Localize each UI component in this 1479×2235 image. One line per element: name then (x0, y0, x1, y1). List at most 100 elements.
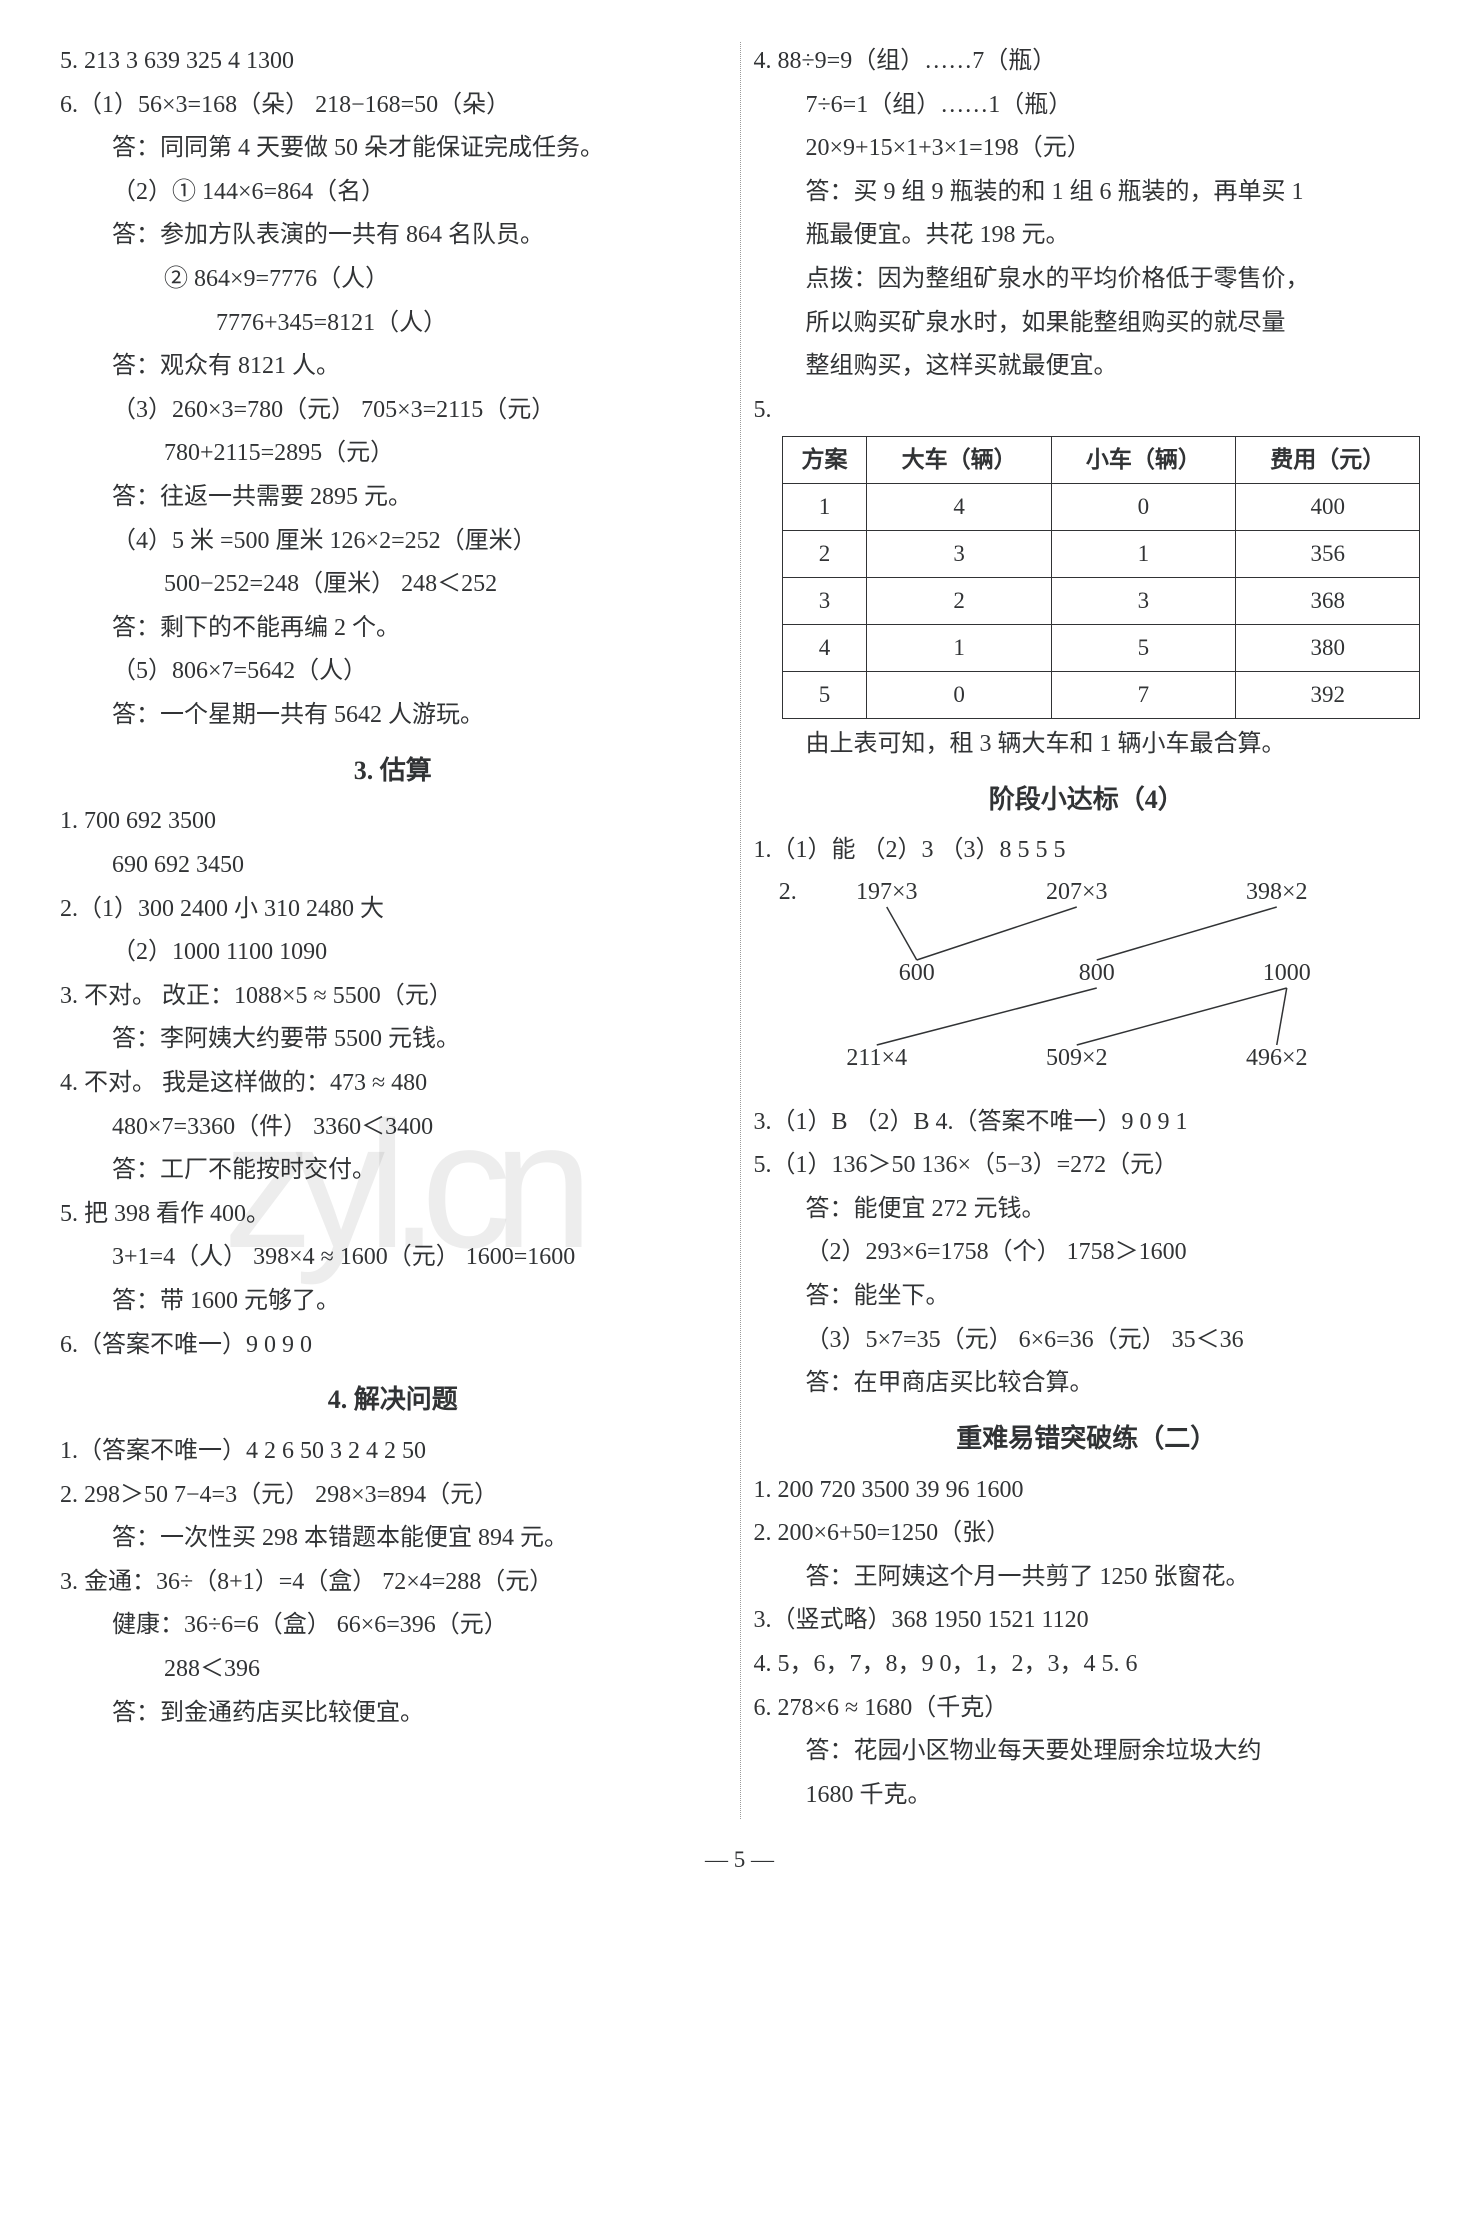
answer-line: 1.（答案不唯一）4 2 6 50 3 2 4 2 50 (60, 1432, 726, 1472)
table-header: 大车（辆） (867, 437, 1051, 484)
answer-line: （2）1000 1100 1090 (60, 933, 726, 973)
answer-line: 2.（1）300 2400 小 310 2480 大 (60, 890, 726, 930)
answer-line: 点拨：因为整组矿泉水的平均价格低于零售价， (754, 260, 1420, 300)
answer-line: 答：往返一共需要 2895 元。 (60, 478, 726, 518)
svg-text:496×2: 496×2 (1245, 1045, 1307, 1071)
table-cell: 368 (1236, 578, 1420, 625)
answer-line: 500−252=248（厘米） 248＜252 (60, 565, 726, 605)
right-column: 4. 88÷9=9（组）……7（瓶） 7÷6=1（组）……1（瓶） 20×9+1… (754, 42, 1420, 1819)
plan-table: 方案大车（辆）小车（辆）费用（元） 1404002313563233684153… (782, 436, 1421, 719)
answer-line: 3+1=4（人） 398×4 ≈ 1600（元） 1600=1600 (60, 1238, 726, 1278)
answer-line: 5. 把 398 看作 400。 (60, 1195, 726, 1235)
table-cell: 1 (867, 625, 1051, 672)
answer-line: （5）806×7=5642（人） (60, 652, 726, 692)
answer-line: （3）5×7=35（元） 6×6=36（元） 35＜36 (754, 1321, 1420, 1361)
page-number: — 5 — (60, 1841, 1419, 1879)
table-cell: 2 (782, 531, 867, 578)
table-cell: 4 (782, 625, 867, 672)
answer-line: 答：同同第 4 天要做 50 朵才能保证完成任务。 (60, 129, 726, 169)
table-label: 5. (754, 391, 1420, 431)
table-cell: 356 (1236, 531, 1420, 578)
answer-line: 3.（竖式略）368 1950 1521 1120 (754, 1601, 1420, 1641)
answer-line: 1680 千克。 (754, 1776, 1420, 1816)
answer-line: 4. 不对。 我是这样做的：473 ≈ 480 (60, 1064, 726, 1104)
table-cell: 1 (1051, 531, 1235, 578)
answer-line: 3. 不对。 改正：1088×5 ≈ 5500（元） (60, 977, 726, 1017)
answer-line: 2. 200×6+50=1250（张） (754, 1514, 1420, 1554)
table-header: 方案 (782, 437, 867, 484)
table-cell: 392 (1236, 672, 1420, 719)
answer-line: 20×9+15×1+3×1=198（元） (754, 129, 1420, 169)
table-cell: 0 (867, 672, 1051, 719)
section-heading-hard: 重难易错突破练（二） (754, 1418, 1420, 1461)
answer-line: 答：工厂不能按时交付。 (60, 1151, 726, 1191)
answer-line: 480×7=3360（件） 3360＜3400 (60, 1108, 726, 1148)
left-column: 5. 213 3 639 325 4 1300 6.（1）56×3=168（朵）… (60, 42, 726, 1819)
answer-line: 答：带 1600 元够了。 (60, 1282, 726, 1322)
answer-line: （2）293×6=1758（个） 1758＞1600 (754, 1233, 1420, 1273)
answer-line: 1. 700 692 3500 (60, 802, 726, 842)
table-cell: 3 (1051, 578, 1235, 625)
answer-line: 4. 88÷9=9（组）……7（瓶） (754, 42, 1420, 82)
answer-line: 健康：36÷6=6（盒） 66×6=396（元） (60, 1606, 726, 1646)
answer-line: 所以购买矿泉水时，如果能整组购买的就尽量 (754, 304, 1420, 344)
svg-text:211×4: 211×4 (846, 1045, 907, 1071)
answer-line: 4. 5，6，7，8，9 0，1，2，3，4 5. 6 (754, 1645, 1420, 1685)
answer-line: 答：在甲商店买比较合算。 (754, 1364, 1420, 1404)
answer-line: 答：到金通药店买比较便宜。 (60, 1694, 726, 1734)
answer-line: 答：花园小区物业每天要处理厨余垃圾大约 (754, 1732, 1420, 1772)
answer-line: 6. 278×6 ≈ 1680（千克） (754, 1689, 1420, 1729)
table-cell: 1 (782, 484, 867, 531)
section-heading-stage: 阶段小达标（4） (754, 779, 1420, 822)
table-cell: 3 (782, 578, 867, 625)
svg-text:509×2: 509×2 (1045, 1045, 1107, 1071)
answer-line: （2）① 144×6=864（名） (60, 173, 726, 213)
table-row: 231356 (782, 531, 1420, 578)
answer-line: 答：王阿姨这个月一共剪了 1250 张窗花。 (754, 1558, 1420, 1598)
answer-line: 1.（1）能 （2）3 （3）8 5 5 5 (754, 831, 1420, 871)
section-heading-estimate: 3. 估算 (60, 750, 726, 793)
svg-text:398×2: 398×2 (1245, 879, 1307, 905)
svg-text:600: 600 (898, 960, 934, 986)
table-row: 507392 (782, 672, 1420, 719)
answer-line: 1. 200 720 3500 39 96 1600 (754, 1471, 1420, 1511)
answer-line: 由上表可知，租 3 辆大车和 1 辆小车最合算。 (754, 725, 1420, 765)
answer-line: 答：能坐下。 (754, 1277, 1420, 1317)
answer-line: （4）5 米 =500 厘米 126×2=252（厘米） (60, 522, 726, 562)
table-cell: 3 (867, 531, 1051, 578)
table-cell: 380 (1236, 625, 1420, 672)
answer-line: 3. 金通：36÷（8+1）=4（盒） 72×4=288（元） (60, 1563, 726, 1603)
answer-line: 答：剩下的不能再编 2 个。 (60, 609, 726, 649)
table-row: 415380 (782, 625, 1420, 672)
page-number-value: 5 (734, 1847, 746, 1872)
table-row: 140400 (782, 484, 1420, 531)
answer-line: 答：一个星期一共有 5642 人游玩。 (60, 696, 726, 736)
answer-line: 瓶最便宜。共花 198 元。 (754, 216, 1420, 256)
answer-line: 5. 213 3 639 325 4 1300 (60, 42, 726, 82)
table-cell: 5 (1051, 625, 1235, 672)
answer-line: 5.（1）136＞50 136×（5−3）=272（元） (754, 1146, 1420, 1186)
answer-line: 答：参加方队表演的一共有 864 名队员。 (60, 216, 726, 256)
svg-text:1000: 1000 (1262, 960, 1310, 986)
svg-text:207×3: 207×3 (1045, 879, 1107, 905)
table-cell: 0 (1051, 484, 1235, 531)
answer-line: 7÷6=1（组）……1（瓶） (754, 86, 1420, 126)
answer-line: 6.（1）56×3=168（朵） 218−168=50（朵） (60, 86, 726, 126)
table-row: 323368 (782, 578, 1420, 625)
answer-line: 3.（1）B （2）B 4.（答案不唯一）9 0 9 1 (754, 1103, 1420, 1143)
answer-line: （3）260×3=780（元） 705×3=2115（元） (60, 391, 726, 431)
answer-line: 6.（答案不唯一）9 0 9 0 (60, 1326, 726, 1366)
answer-line: 690 692 3450 (60, 846, 726, 886)
section-heading-solve: 4. 解决问题 (60, 1379, 726, 1422)
answer-line: 整组购买，这样买就最便宜。 (754, 347, 1420, 387)
table-cell: 400 (1236, 484, 1420, 531)
answer-line: 7776+345=8121（人） (60, 304, 726, 344)
answer-line: 答：一次性买 298 本错题本能便宜 894 元。 (60, 1519, 726, 1559)
answer-line: ② 864×9=7776（人） (60, 260, 726, 300)
table-header: 费用（元） (1236, 437, 1420, 484)
table-cell: 4 (867, 484, 1051, 531)
table-header: 小车（辆） (1051, 437, 1235, 484)
page-container: zyl.cn 5. 213 3 639 325 4 1300 6.（1）56×3… (60, 42, 1419, 1819)
answer-line: 780+2115=2895（元） (60, 434, 726, 474)
answer-line: 288＜396 (60, 1650, 726, 1690)
